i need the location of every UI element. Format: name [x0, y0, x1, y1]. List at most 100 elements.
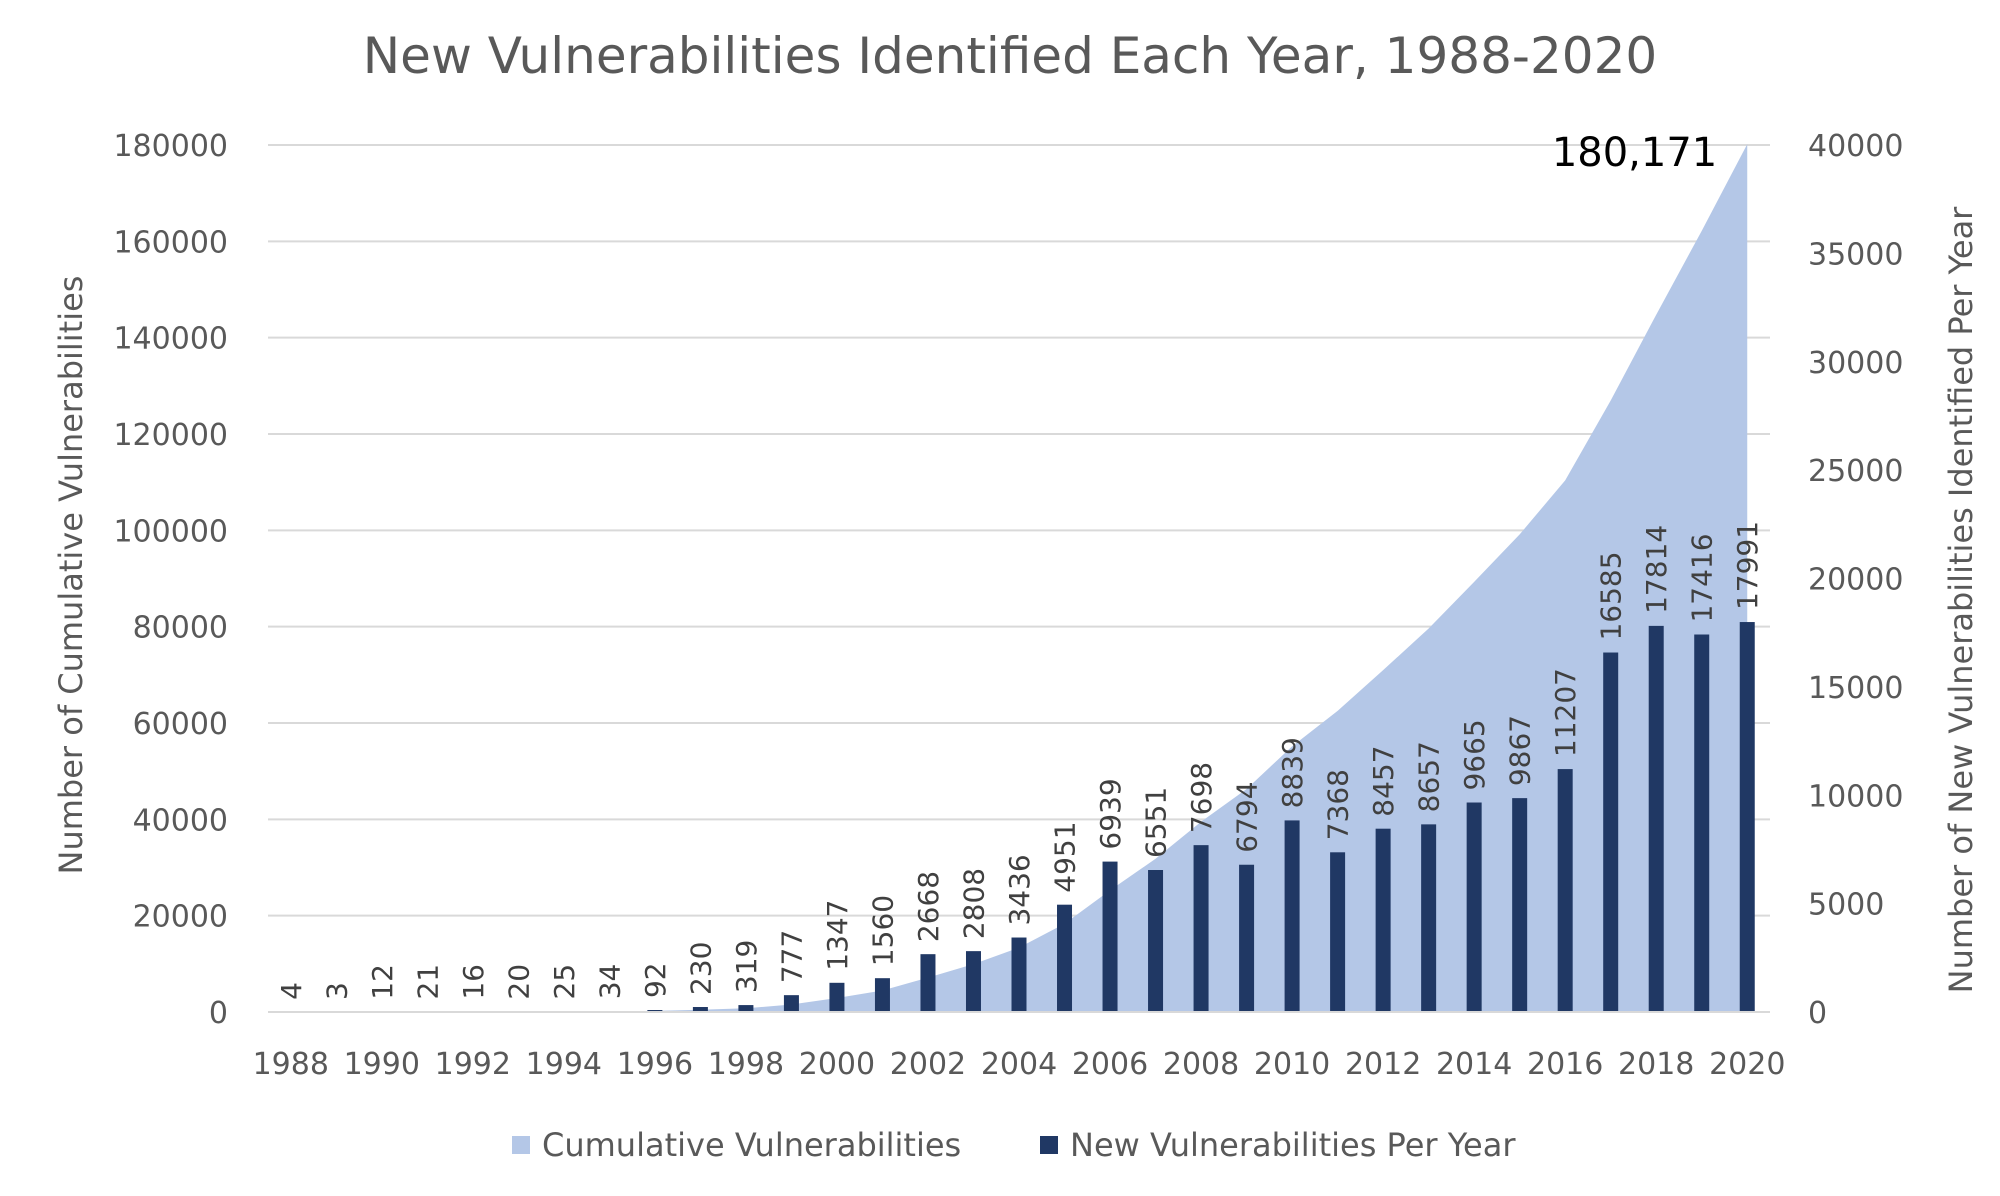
y2-tick-label: 30000 — [1808, 346, 1903, 381]
bar-data-label: 3436 — [1003, 854, 1036, 925]
bar-data-label: 777 — [775, 930, 808, 983]
y-tick-label: 60000 — [133, 707, 228, 742]
bar — [920, 954, 936, 1012]
x-tick-label: 1994 — [526, 1047, 602, 1082]
bar — [1375, 828, 1391, 1012]
legend-label-new: New Vulnerabilities Per Year — [1070, 1126, 1516, 1164]
bar — [1011, 937, 1027, 1012]
bar-data-label: 12 — [366, 964, 399, 1000]
y-tick-label: 0 — [209, 996, 228, 1031]
y2-tick-label: 20000 — [1808, 563, 1903, 598]
gridlines — [268, 144, 1770, 917]
x-tick-label: 2010 — [1254, 1047, 1330, 1082]
bar-data-label: 92 — [639, 962, 672, 998]
bar-data-label: 7698 — [1185, 762, 1218, 833]
y2-tick-label: 35000 — [1808, 237, 1903, 272]
bar-data-label: 11207 — [1549, 668, 1582, 757]
y2-tick-label: 40000 — [1808, 129, 1903, 164]
x-axis-ticks: 1988 1990 1992 1994 1996 1998 2000 2002 2004 2006… — [253, 1047, 1786, 1082]
bar — [1284, 820, 1300, 1012]
bar — [829, 982, 845, 1012]
y-axis-title: Number of Cumulative Vulnerabilities — [52, 276, 90, 875]
y-tick-label: 180000 — [113, 129, 228, 164]
bar — [783, 995, 799, 1012]
x-tick-label: 2012 — [1345, 1047, 1421, 1082]
x-tick-label: 1990 — [344, 1047, 420, 1082]
legend: Cumulative Vulnerabilities New Vulnerabi… — [512, 1126, 1516, 1164]
y2-tick-label: 10000 — [1808, 779, 1903, 814]
bar — [1557, 769, 1573, 1012]
legend-swatch-cumulative — [512, 1136, 530, 1154]
bar-data-label: 25 — [548, 964, 581, 1000]
y-tick-label: 160000 — [113, 225, 228, 260]
bar-data-label: 1347 — [821, 900, 854, 971]
y2-tick-label: 0 — [1808, 996, 1827, 1031]
legend-label-cumulative: Cumulative Vulnerabilities — [542, 1126, 961, 1164]
y2-tick-label: 25000 — [1808, 454, 1903, 489]
right-axis-ticks: 0 5000 10000 15000 20000 25000 30000 35000 40000 — [1808, 129, 1903, 1031]
y-tick-label: 140000 — [113, 322, 228, 357]
cumulative-area — [290, 144, 1748, 1013]
bar-data-label: 2668 — [912, 871, 945, 942]
bar — [1512, 798, 1528, 1012]
y-tick-label: 40000 — [133, 803, 228, 838]
bar-data-label: 8457 — [1367, 745, 1400, 816]
bar-data-label: 9665 — [1458, 719, 1491, 790]
bar — [1330, 852, 1346, 1012]
x-tick-label: 1998 — [708, 1047, 784, 1082]
x-tick-label: 2008 — [1163, 1047, 1239, 1082]
legend-swatch-new — [1040, 1136, 1058, 1154]
bar-data-label: 6794 — [1231, 781, 1264, 852]
y-tick-label: 20000 — [133, 900, 228, 935]
bar — [692, 1007, 708, 1012]
bar-data-label: 17416 — [1686, 533, 1719, 622]
bar — [1694, 634, 1710, 1012]
x-tick-label: 1988 — [253, 1047, 329, 1082]
bar-data-label: 1560 — [866, 895, 899, 966]
bar-data-label: 34 — [593, 964, 626, 1000]
x-tick-label: 2016 — [1527, 1047, 1603, 1082]
bar-data-label: 319 — [730, 940, 763, 993]
y-tick-label: 80000 — [133, 611, 228, 646]
x-tick-label: 2000 — [799, 1047, 875, 1082]
y2-tick-label: 5000 — [1808, 888, 1884, 923]
bar — [1148, 870, 1164, 1012]
bar-data-label: 17991 — [1731, 521, 1764, 610]
bar-data-label: 9867 — [1504, 715, 1537, 786]
bar-data-label: 8839 — [1276, 737, 1309, 808]
bar — [738, 1005, 754, 1012]
bars — [283, 622, 1755, 1013]
x-tick-label: 1996 — [617, 1047, 693, 1082]
bar — [1193, 845, 1209, 1012]
bar — [1648, 625, 1664, 1012]
bar-data-label: 4951 — [1049, 821, 1082, 892]
bar-data-label: 20 — [502, 964, 535, 1000]
bar-data-label: 16 — [457, 964, 490, 1000]
bar-data-label: 16585 — [1595, 551, 1628, 640]
bar — [1239, 864, 1255, 1012]
bar-data-label: 8657 — [1413, 741, 1446, 812]
chart-title: New Vulnerabilities Identified Each Year… — [363, 27, 1657, 85]
bar — [1739, 622, 1755, 1012]
bar-data-label: 7368 — [1322, 769, 1355, 840]
left-axis-ticks: 0 20000 40000 60000 80000 100000 120000 140000 1… — [113, 129, 228, 1031]
bar-labels: 4 3 12 21 16 20 25 34 92 230 319 777 1347 1560 2668 280… — [275, 521, 1764, 1000]
bar — [1421, 824, 1437, 1012]
total-callout: 180,171 — [1552, 130, 1717, 176]
bar — [1466, 802, 1482, 1012]
x-tick-label: 2006 — [1072, 1047, 1148, 1082]
bar — [1603, 652, 1619, 1012]
bar — [1102, 861, 1118, 1012]
y-tick-label: 100000 — [113, 514, 228, 549]
bar — [1057, 904, 1073, 1012]
y2-axis-title: Number of New Vulnerabilities Identified… — [1942, 206, 1980, 994]
bar-data-label: 6551 — [1140, 787, 1173, 858]
y-tick-label: 120000 — [113, 418, 228, 453]
y2-tick-label: 15000 — [1808, 671, 1903, 706]
bar-data-label: 21 — [411, 964, 444, 1000]
x-tick-label: 1992 — [435, 1047, 511, 1082]
x-tick-label: 2018 — [1618, 1047, 1694, 1082]
bar-data-label: 6939 — [1094, 778, 1127, 849]
bar-data-label: 230 — [684, 942, 717, 995]
